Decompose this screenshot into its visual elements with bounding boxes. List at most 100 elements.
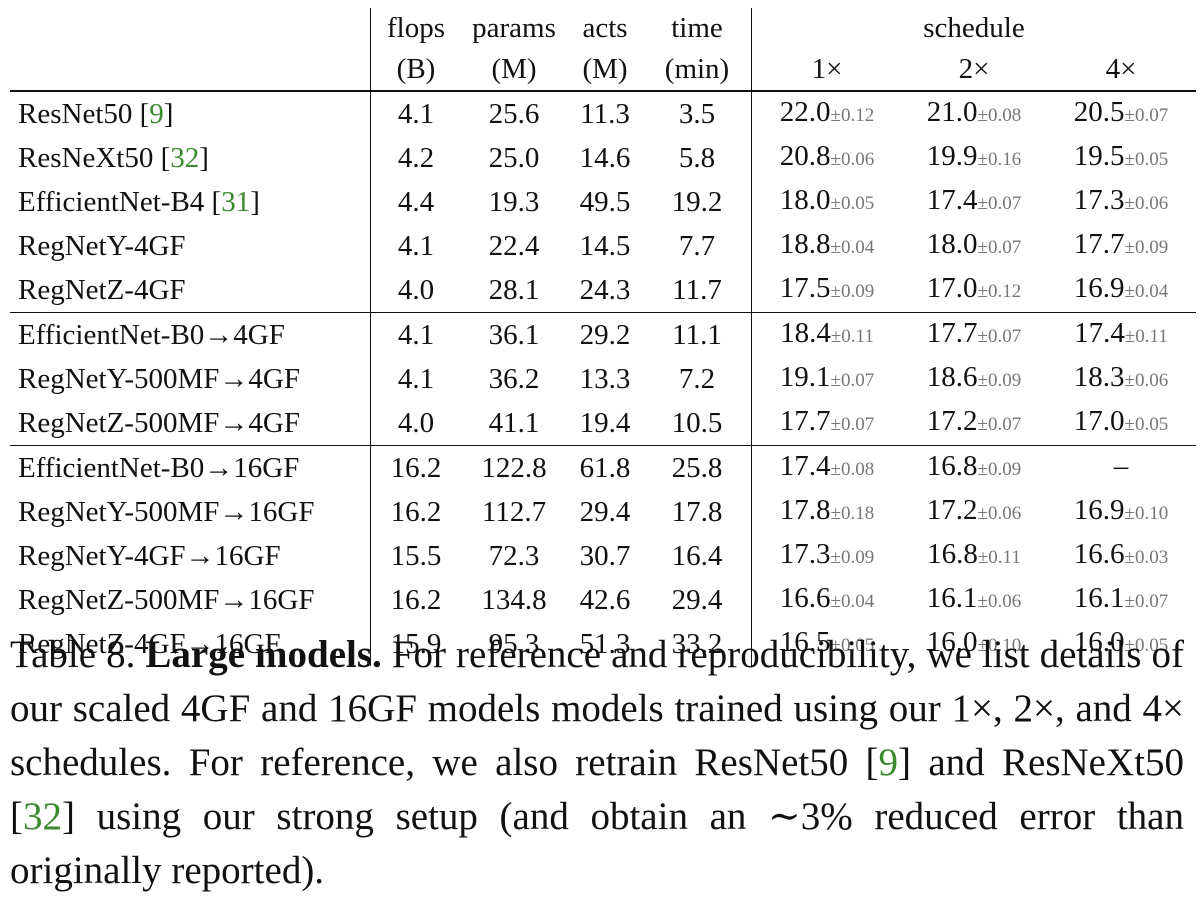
error-std: ±0.16 xyxy=(977,149,1022,170)
error-std: ±0.05 xyxy=(1124,149,1169,170)
error-value: 16.1 xyxy=(926,582,978,614)
header-params: params xyxy=(472,12,556,44)
time-cell: 7.2 xyxy=(678,363,716,395)
schedule-s2-cell: 16.8±0.09 xyxy=(902,445,1046,490)
model-name-cell: RegNetY-500MF→4GF xyxy=(10,357,371,401)
header-acts: acts xyxy=(582,12,628,44)
error-std: ±0.07 xyxy=(830,370,875,391)
error-value: 18.0 xyxy=(926,228,978,260)
citation-link[interactable]: 9 xyxy=(149,98,164,130)
error-std: ±0.11 xyxy=(977,547,1021,568)
error-std: ±0.07 xyxy=(977,237,1022,258)
flops-cell: 4.1 xyxy=(370,91,461,136)
schedule-s2-cell: 19.9±0.16 xyxy=(902,136,1046,180)
error-value: 17.0 xyxy=(926,272,978,304)
error-std: ±0.07 xyxy=(977,193,1022,214)
error-std: ±0.06 xyxy=(1124,193,1169,214)
error-std: ±0.03 xyxy=(1124,547,1169,568)
schedule-s2-cell: 18.6±0.09 xyxy=(902,357,1046,401)
error-value: 18.6 xyxy=(926,361,978,393)
schedule-s4-cell: 16.9±0.04 xyxy=(1046,268,1196,313)
error-std: ±0.04 xyxy=(830,591,875,612)
error-std: ±0.12 xyxy=(977,281,1022,302)
model-name: ResNet50 xyxy=(18,98,140,130)
error-value: 18.3 xyxy=(1073,361,1125,393)
model-name: ResNeXt50 xyxy=(18,142,161,174)
schedule-s4-cell: – xyxy=(1046,445,1196,490)
error-value: 17.5 xyxy=(779,272,831,304)
flops-cell: 4.0 xyxy=(370,401,461,446)
schedule-s4-cell: 17.3±0.06 xyxy=(1046,180,1196,224)
flops-cell: 4.1 xyxy=(370,224,461,268)
model-name: EfficientNet-B0→4GF xyxy=(18,319,285,351)
error-std: ±0.11 xyxy=(830,326,874,347)
caption-citation-link[interactable]: 32 xyxy=(23,795,62,838)
caption-citation-link[interactable]: 9 xyxy=(878,741,899,784)
error-value: 20.5 xyxy=(1073,96,1125,128)
error-value: 17.3 xyxy=(1073,184,1125,216)
caption-text: For reference and reproducibility, we li… xyxy=(10,633,1184,784)
schedule-s4-cell: 18.3±0.06 xyxy=(1046,357,1196,401)
header-time: time xyxy=(671,12,723,44)
table-row: RegNetY-500MF→16GF 16.2 112.7 29.4 17.8 17.8±… xyxy=(10,490,1196,534)
error-std: ±0.06 xyxy=(830,149,875,170)
header-time-unit: (min) xyxy=(643,49,752,92)
acts-cell: 49.5 xyxy=(579,186,631,218)
table-body: ResNet50 [9] 4.1 25.6 11.3 3.5 22.0±0.12 21.0±… xyxy=(10,91,1196,666)
model-name: RegNetY-500MF→4GF xyxy=(18,363,300,395)
error-value: 16.1 xyxy=(1073,582,1125,614)
model-name-cell: EfficientNet-B4 [31] xyxy=(18,186,260,218)
params-cell: 112.7 xyxy=(481,496,547,528)
citation-link[interactable]: 31 xyxy=(221,186,251,218)
schedule-s1-cell: 17.7±0.07 xyxy=(751,401,902,446)
model-name: RegNetY-500MF→16GF xyxy=(18,496,315,528)
flops-cell: 16.2 xyxy=(370,490,461,534)
error-std: ±0.06 xyxy=(977,503,1022,524)
error-value: – xyxy=(1113,450,1129,482)
acts-cell: 29.2 xyxy=(567,312,643,357)
params-cell: 122.8 xyxy=(461,445,567,490)
table-row: EfficientNet-B0→4GF 4.1 36.1 29.2 11.1 18.4±0… xyxy=(10,312,1196,357)
table-row: RegNetZ-500MF→16GF 16.2 134.8 42.6 29.4 16.6±… xyxy=(10,578,1196,622)
error-std: ±0.07 xyxy=(830,414,875,435)
results-table: flops params acts time schedule (B) (M) … xyxy=(10,8,1196,666)
schedule-s1-cell: 18.4±0.11 xyxy=(751,312,902,357)
schedule-s1-cell: 22.0±0.12 xyxy=(751,91,902,136)
error-value: 21.0 xyxy=(926,96,978,128)
table-row: RegNetZ-4GF 4.0 28.1 24.3 11.7 17.5±0.09 17.0±… xyxy=(10,268,1196,313)
error-std: ±0.10 xyxy=(977,635,1022,656)
flops-cell: 4.4 xyxy=(370,180,461,224)
error-std: ±0.07 xyxy=(1124,105,1169,126)
error-std: ±0.07 xyxy=(977,326,1022,347)
time-cell: 11.1 xyxy=(643,312,752,357)
error-value: 16.9 xyxy=(1073,494,1125,526)
model-name-cell: RegNetZ-4GF xyxy=(10,268,371,313)
error-value: 18.0 xyxy=(779,184,831,216)
error-value: 16.6 xyxy=(1073,538,1125,570)
error-std: ±0.09 xyxy=(1124,237,1169,258)
table-row: RegNetZ-500MF→4GF 4.0 41.1 19.4 10.5 17.7±0.0… xyxy=(10,401,1196,446)
error-std: ±0.09 xyxy=(977,459,1022,480)
schedule-s2-cell: 16.8±0.11 xyxy=(902,534,1046,578)
schedule-s2-cell: 17.7±0.07 xyxy=(902,312,1046,357)
model-name-cell: ResNet50 [9] xyxy=(18,98,174,130)
table-row: RegNetY-4GF 4.1 22.4 14.5 7.7 18.8±0.04 18.0±0… xyxy=(10,224,1196,268)
time-cell: 10.5 xyxy=(671,407,723,439)
params-cell: 19.3 xyxy=(488,186,540,218)
citation-link[interactable]: 32 xyxy=(170,142,200,174)
schedule-s2-cell: 21.0±0.08 xyxy=(902,91,1046,136)
error-std: ±0.04 xyxy=(830,237,875,258)
table-row: ResNet50 [9] 4.1 25.6 11.3 3.5 22.0±0.12 21.0±… xyxy=(10,91,1196,136)
time-cell: 17.8 xyxy=(671,496,723,528)
error-value: 20.8 xyxy=(779,140,831,172)
caption-text: ] using our strong setup (and obtain an … xyxy=(10,795,1184,892)
schedule-s1-cell: 19.1±0.07 xyxy=(751,357,902,401)
model-name-cell: EfficientNet-B0→4GF xyxy=(10,312,371,357)
schedule-s1-cell: 17.8±0.18 xyxy=(751,490,902,534)
table-row: EfficientNet-B4 [31] 4.4 19.3 49.5 19.2 18.0±… xyxy=(10,180,1196,224)
schedule-s1-cell: 20.8±0.06 xyxy=(751,136,902,180)
params-cell: 25.0 xyxy=(488,142,540,174)
table-row: RegNetZ-4GF→16GF 15.9 95.3 51.3 33.2 16.5±0.0… xyxy=(10,622,1196,666)
time-cell: 29.4 xyxy=(671,584,723,616)
schedule-s4-cell: 17.7±0.09 xyxy=(1046,224,1196,268)
